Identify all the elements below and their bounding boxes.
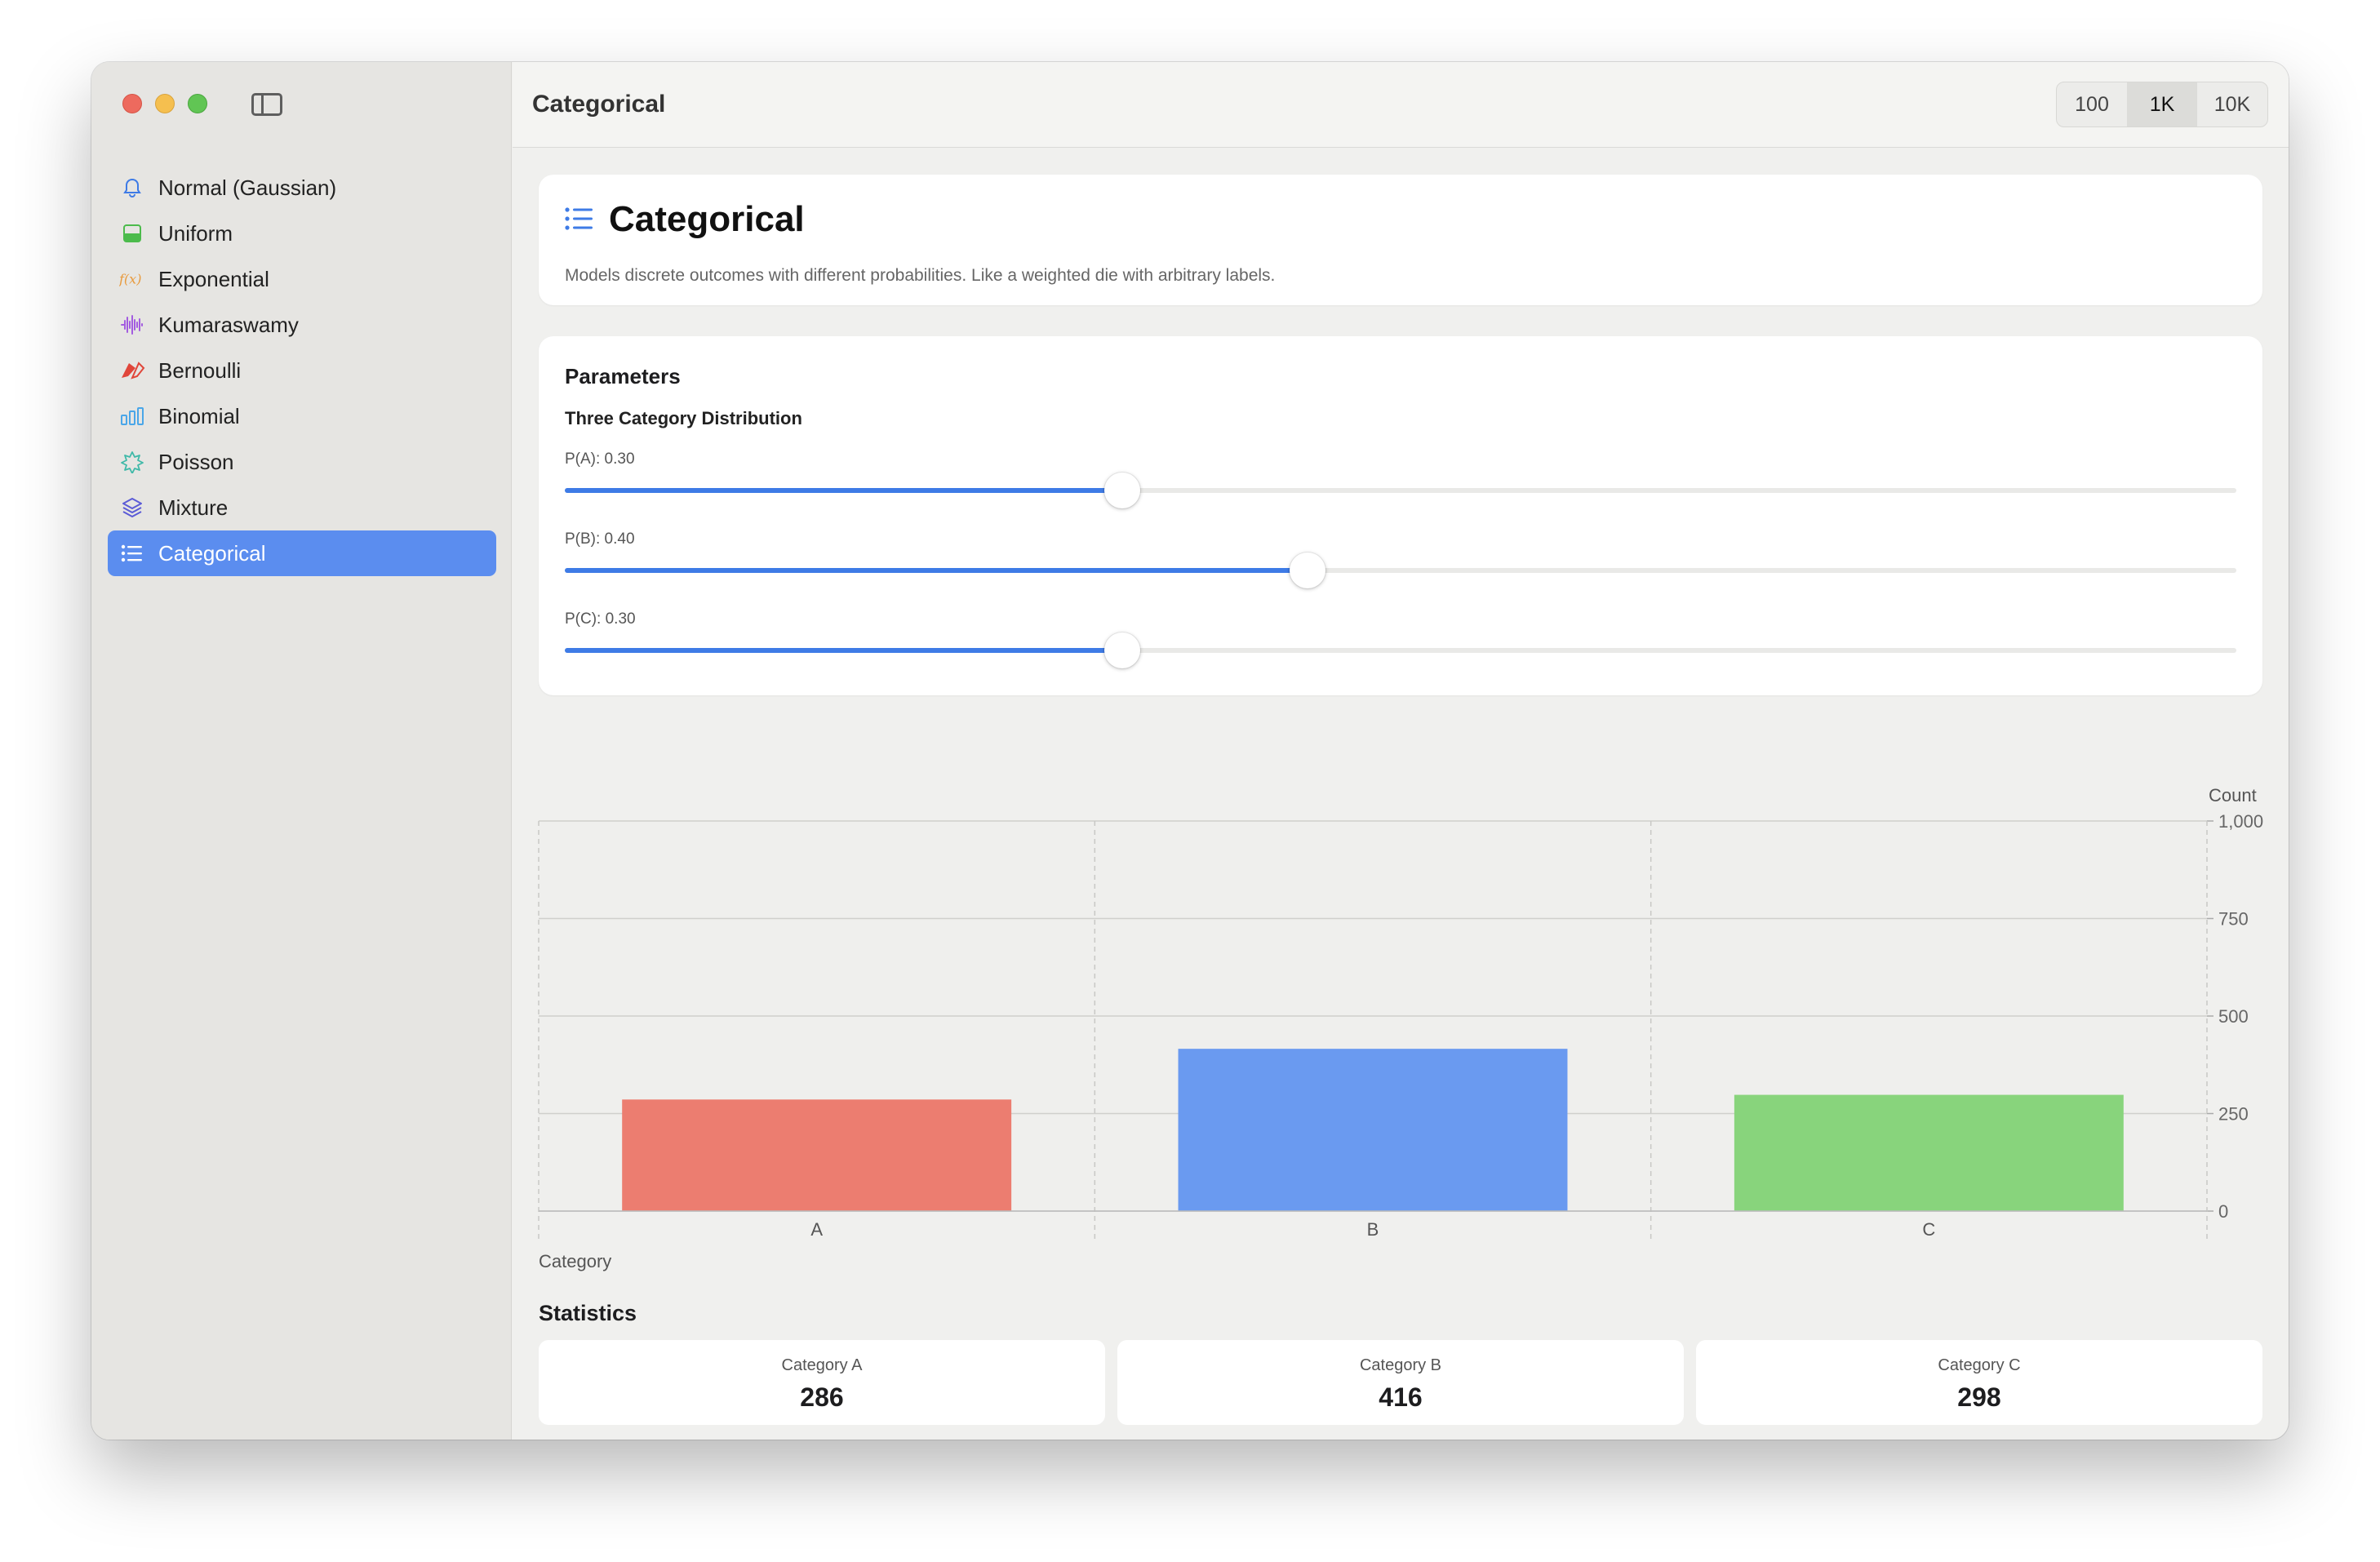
stat-value: 416 (1379, 1382, 1423, 1412)
list-icon (565, 199, 594, 240)
sample-size-option-1k[interactable]: 1K (2127, 82, 2197, 126)
slider-fill (565, 648, 1122, 653)
square-split-icon (119, 220, 145, 246)
sidebar-toggle-icon[interactable] (251, 93, 282, 116)
slider-fill (565, 568, 1308, 573)
app-window: Normal (Gaussian) Uniform f(x) Exponential K… (91, 62, 2289, 1440)
sidebar-nav: Normal (Gaussian) Uniform f(x) Exponential K… (108, 165, 496, 576)
sidebar-item-uniform[interactable]: Uniform (108, 211, 496, 256)
zoom-window-button[interactable] (188, 94, 207, 113)
minimize-window-button[interactable] (155, 94, 175, 113)
stat-label: Category C (1938, 1356, 2021, 1374)
waveform-icon (119, 312, 145, 338)
bar-a[interactable] (622, 1099, 1012, 1211)
svg-text:f(x): f(x) (119, 272, 141, 287)
y-tick-label: 500 (2218, 1006, 2249, 1027)
slider-knob[interactable] (1290, 552, 1326, 588)
toolbar: Categorical 100 1K 10K (513, 62, 2289, 148)
sidebar-item-label: Mixture (158, 495, 229, 520)
layers-icon (119, 495, 145, 521)
x-axis-title: Category (539, 1251, 612, 1271)
sidebar-item-normal-gaussian[interactable]: Normal (Gaussian) (108, 165, 496, 211)
slider-knob[interactable] (1103, 473, 1140, 508)
slider-pb[interactable] (565, 552, 2236, 588)
sidebar-item-label: Normal (Gaussian) (158, 175, 337, 200)
x-tick-label: B (1367, 1219, 1379, 1240)
sidebar-item-label: Uniform (158, 220, 233, 246)
x-tick-label: C (1922, 1219, 1935, 1240)
stat-value: 298 (1957, 1382, 2001, 1412)
distribution-title: Categorical (565, 199, 805, 240)
y-tick-label: 1,000 (2218, 811, 2263, 832)
close-window-button[interactable] (122, 94, 142, 113)
slider-label-pb: P(B): 0.40 (565, 530, 635, 548)
sample-size-segmented-control: 100 1K 10K (2056, 82, 2268, 127)
y-tick-label: 250 (2218, 1104, 2249, 1125)
slider-fill (565, 488, 1122, 493)
sidebar-item-label: Bernoulli (158, 357, 242, 383)
bar-c[interactable] (1734, 1094, 2124, 1211)
stat-label: Category B (1359, 1356, 1442, 1374)
bar-b[interactable] (1178, 1049, 1568, 1211)
sidebar-item-label: Binomial (158, 403, 240, 428)
sidebar-item-label: Poisson (158, 449, 234, 474)
y-tick-label: 750 (2218, 909, 2249, 930)
stat-value: 286 (800, 1382, 844, 1412)
list-icon (119, 540, 145, 566)
bar-chart-icon (119, 403, 145, 429)
sample-size-option-10k[interactable]: 10K (2213, 92, 2251, 116)
sidebar-item-categorical[interactable]: Categorical (108, 530, 496, 576)
sidebar-item-label: Categorical (158, 540, 266, 566)
distribution-header-card: Categorical Models discrete outcomes wit… (539, 175, 2262, 305)
bell-icon (119, 175, 145, 201)
sidebar-item-poisson[interactable]: Poisson (108, 439, 496, 485)
window-controls (122, 94, 207, 113)
slider-pc[interactable] (565, 632, 2236, 668)
x-tick-label: A (810, 1219, 823, 1240)
distribution-title-text: Categorical (609, 199, 805, 239)
statistics-title: Statistics (539, 1301, 637, 1325)
chart-svg: 0 250 500 750 1,000 A B C Count (538, 785, 2263, 1240)
slider-pa[interactable] (565, 473, 2236, 508)
histogram-chart: 0 250 500 750 1,000 A B C Count (538, 780, 2289, 1286)
function-icon: f(x) (119, 266, 145, 292)
sample-size-option-100[interactable]: 100 (2075, 92, 2109, 116)
stat-card-category-a: Category A 286 (539, 1340, 1105, 1425)
sidebar-item-bernoulli[interactable]: Bernoulli (108, 348, 496, 393)
sidebar: Normal (Gaussian) Uniform f(x) Exponential K… (91, 62, 512, 1440)
sidebar-item-kumaraswamy[interactable]: Kumaraswamy (108, 302, 496, 348)
flags-icon (119, 357, 145, 384)
sidebar-item-label: Exponential (158, 266, 269, 291)
starburst-icon (119, 449, 145, 475)
slider-label-pc: P(C): 0.30 (565, 610, 636, 628)
parameters-subtitle: Three Category Distribution (565, 408, 802, 428)
y-axis-title: Count (2209, 785, 2257, 805)
stat-card-category-b: Category B 416 (1117, 1340, 1684, 1425)
sidebar-item-mixture[interactable]: Mixture (108, 485, 496, 530)
toolbar-title: Categorical (532, 91, 666, 118)
main-content: Categorical 100 1K 10K Categorical Models (513, 62, 2289, 1440)
stat-card-category-c: Category C 298 (1696, 1340, 2262, 1425)
stat-label: Category A (781, 1356, 863, 1374)
parameters-card: Parameters Three Category Distribution P… (539, 336, 2262, 695)
sidebar-item-label: Kumaraswamy (158, 312, 299, 337)
sidebar-item-binomial[interactable]: Binomial (108, 393, 496, 439)
slider-knob[interactable] (1103, 632, 1140, 668)
y-tick-label: 0 (2218, 1201, 2228, 1222)
distribution-description: Models discrete outcomes with different … (565, 266, 1276, 285)
parameters-title: Parameters (565, 364, 681, 388)
sidebar-item-exponential[interactable]: f(x) Exponential (108, 256, 496, 302)
slider-label-pa: P(A): 0.30 (565, 450, 635, 468)
